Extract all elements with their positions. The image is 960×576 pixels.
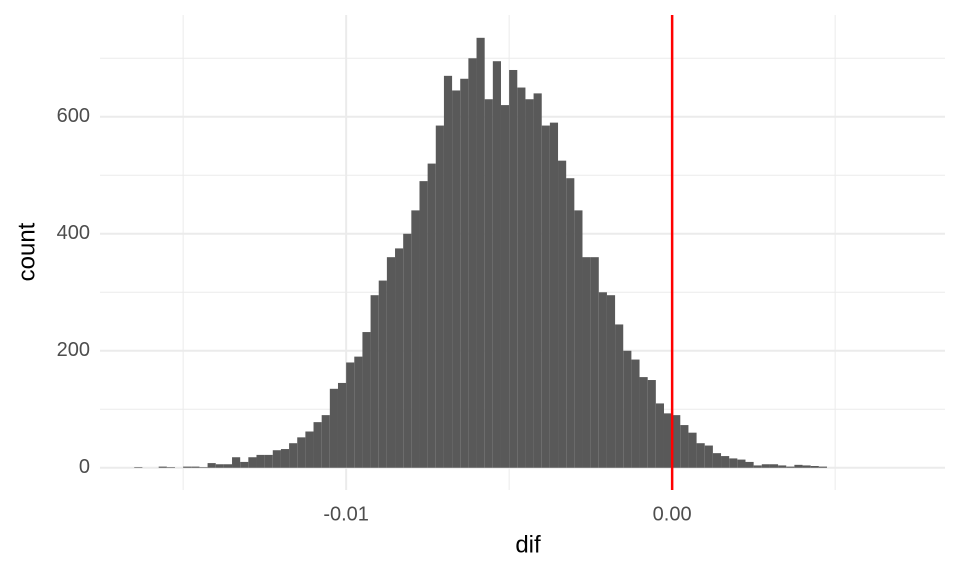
- bar: [492, 61, 501, 468]
- bar: [517, 87, 526, 468]
- bar: [305, 431, 314, 468]
- bar: [346, 362, 355, 468]
- bar: [696, 443, 705, 468]
- x-tick-label: -0.01: [323, 503, 369, 525]
- bar: [378, 280, 387, 468]
- bar: [688, 432, 697, 468]
- bar: [704, 445, 713, 468]
- bar: [411, 210, 420, 468]
- bar: [484, 99, 493, 468]
- bar: [403, 233, 412, 468]
- bar: [753, 465, 762, 468]
- bar: [663, 413, 673, 468]
- bar: [199, 467, 208, 468]
- bar: [574, 210, 583, 468]
- bar: [134, 467, 143, 468]
- bar: [476, 37, 485, 468]
- bar: [598, 292, 607, 468]
- bar: [166, 467, 175, 468]
- bar: [386, 257, 396, 468]
- bar: [647, 380, 656, 468]
- bar: [680, 425, 689, 468]
- bar: [256, 454, 265, 468]
- bar: [313, 422, 322, 468]
- bar: [321, 415, 330, 468]
- bar: [549, 122, 559, 468]
- bar: [215, 464, 224, 468]
- bar: [606, 295, 616, 468]
- x-axis-title: dif: [515, 531, 541, 558]
- bar: [761, 464, 770, 468]
- bar: [590, 257, 599, 468]
- bar: [427, 163, 436, 468]
- bar: [533, 93, 542, 468]
- bar: [232, 457, 241, 468]
- bar: [786, 466, 795, 468]
- bar: [183, 466, 192, 468]
- bar: [191, 466, 200, 468]
- bar: [435, 125, 444, 468]
- y-tick-label: 400: [57, 222, 90, 244]
- bar: [769, 464, 779, 468]
- bar: [223, 464, 233, 468]
- bar: [631, 359, 640, 468]
- bar: [623, 350, 632, 468]
- bar: [737, 459, 746, 468]
- bar: [615, 324, 624, 468]
- bar: [337, 382, 347, 468]
- bar: [419, 181, 428, 468]
- bar: [818, 466, 827, 468]
- y-tick-label: 200: [57, 339, 90, 361]
- bar: [395, 248, 404, 468]
- bar: [525, 99, 534, 468]
- bar: [712, 453, 722, 468]
- bar: [509, 69, 518, 468]
- y-axis-title: count: [13, 222, 40, 281]
- bar: [672, 415, 681, 468]
- bar: [460, 78, 469, 468]
- bar: [272, 450, 281, 468]
- bar: [354, 356, 363, 468]
- bar: [541, 125, 550, 468]
- bar: [443, 75, 453, 468]
- bar: [264, 454, 273, 468]
- bar: [362, 332, 371, 468]
- bar: [158, 466, 167, 468]
- bar: [370, 295, 379, 468]
- bar: [248, 457, 257, 468]
- x-tick-label: 0.00: [653, 503, 692, 525]
- bar: [729, 458, 738, 468]
- bar: [468, 58, 477, 468]
- bar: [582, 257, 591, 468]
- y-tick-label: 0: [79, 456, 90, 478]
- bar: [289, 443, 298, 468]
- bar: [452, 90, 461, 468]
- bar: [639, 377, 648, 468]
- bar: [566, 178, 575, 468]
- bar: [329, 388, 338, 468]
- bar: [721, 456, 730, 468]
- bar: [280, 449, 290, 468]
- y-tick-label: 600: [57, 105, 90, 127]
- bar: [297, 437, 306, 468]
- bar: [745, 461, 754, 468]
- bar: [500, 105, 510, 468]
- bar: [240, 461, 249, 468]
- bar: [802, 465, 811, 468]
- bar: [207, 463, 216, 468]
- bar: [778, 465, 787, 468]
- bar: [794, 464, 803, 468]
- bar: [655, 403, 664, 468]
- bar: [558, 160, 567, 468]
- bar: [810, 466, 819, 468]
